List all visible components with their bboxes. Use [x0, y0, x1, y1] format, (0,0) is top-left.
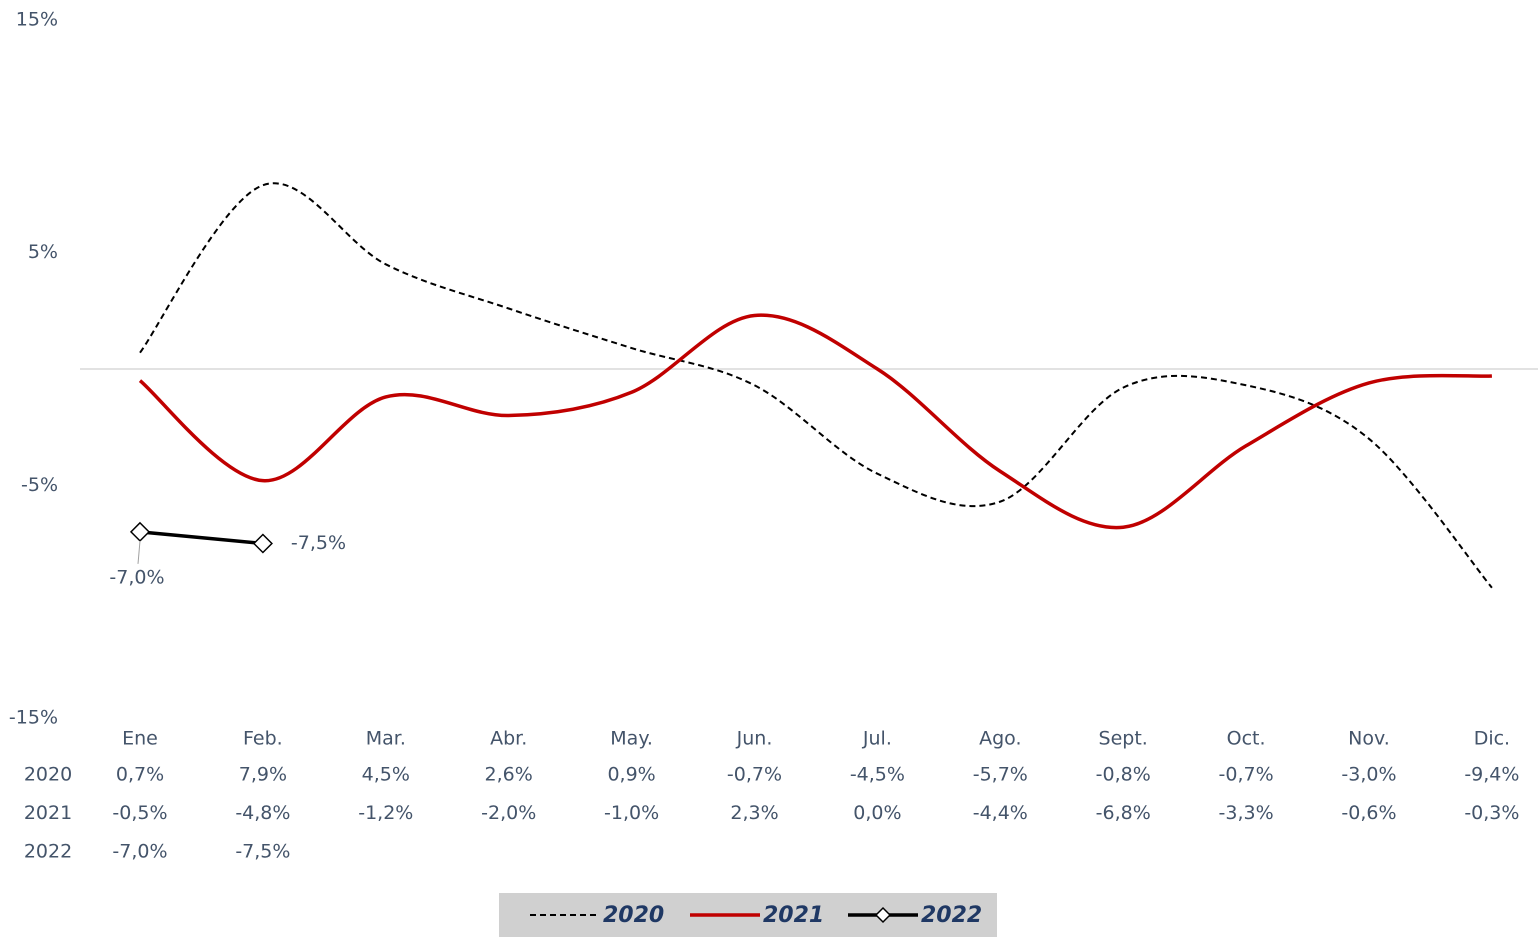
series-line: [138, 313, 1492, 530]
legend-label: 2021: [763, 903, 824, 928]
label-leader: [137, 540, 141, 564]
table-cell: 2,3%: [730, 802, 778, 824]
marker: [129, 521, 151, 542]
table-cell: -9,4%: [1464, 764, 1519, 786]
x-tick-label: Jul.: [862, 728, 892, 750]
table-cell: 0,0%: [853, 802, 901, 824]
x-tick-label: Dic.: [1474, 728, 1510, 750]
x-tick-label: Jun.: [736, 728, 773, 750]
legend-label: 2022: [921, 903, 982, 928]
table-cell: -1,2%: [358, 802, 413, 824]
table-cell: 7,9%: [239, 764, 287, 786]
x-tick-label: May.: [610, 728, 653, 750]
table-cell: -0,8%: [1096, 764, 1151, 786]
y-tick-label: 5%: [28, 241, 58, 263]
series-line: [139, 530, 264, 546]
legend-label: 2020: [603, 903, 664, 928]
table-cell: -0,7%: [727, 764, 782, 786]
table-row-label: 2021: [24, 802, 72, 824]
data-label: -7,5%: [291, 532, 346, 554]
table-cell: -7,5%: [235, 841, 290, 863]
table-cell: -4,8%: [235, 802, 290, 824]
table-cell: -0,7%: [1219, 764, 1274, 786]
x-tick-label: Sept.: [1099, 728, 1148, 750]
y-tick-label: -5%: [21, 474, 58, 496]
table-cell: -0,6%: [1341, 802, 1396, 824]
table-cell: 4,5%: [362, 764, 410, 786]
table-cell: -3,3%: [1219, 802, 1274, 824]
x-tick-label: Abr.: [490, 728, 527, 750]
table-cell: -1,0%: [604, 802, 659, 824]
series-line: [139, 182, 1493, 589]
marker: [252, 533, 273, 554]
table-cell: -2,0%: [481, 802, 536, 824]
x-tick-label: Ene: [122, 728, 158, 750]
y-tick-label: -15%: [9, 707, 58, 729]
x-tick-label: Feb.: [243, 728, 283, 750]
table-cell: -6,8%: [1096, 802, 1151, 824]
table-cell: -0,3%: [1464, 802, 1519, 824]
table-cell: -4,5%: [850, 764, 905, 786]
table-cell: -5,7%: [973, 764, 1028, 786]
table-cell: -0,5%: [112, 802, 167, 824]
table-row-label: 2020: [24, 764, 72, 786]
table-cell: 2,6%: [485, 764, 533, 786]
data-label: -7,0%: [109, 566, 164, 588]
x-tick-label: Nov.: [1348, 728, 1390, 750]
y-tick-label: 15%: [16, 9, 58, 31]
table-cell: 0,9%: [607, 764, 655, 786]
legend-marker: [874, 906, 892, 924]
table-cell: -3,0%: [1341, 764, 1396, 786]
x-tick-label: Ago.: [979, 728, 1021, 750]
table-cell: -4,4%: [973, 802, 1028, 824]
x-tick-label: Mar.: [366, 728, 406, 750]
table-cell: 0,7%: [116, 764, 164, 786]
table-cell: -7,0%: [112, 841, 167, 863]
table-row-label: 2022: [24, 841, 72, 863]
x-tick-label: Oct.: [1227, 728, 1266, 750]
